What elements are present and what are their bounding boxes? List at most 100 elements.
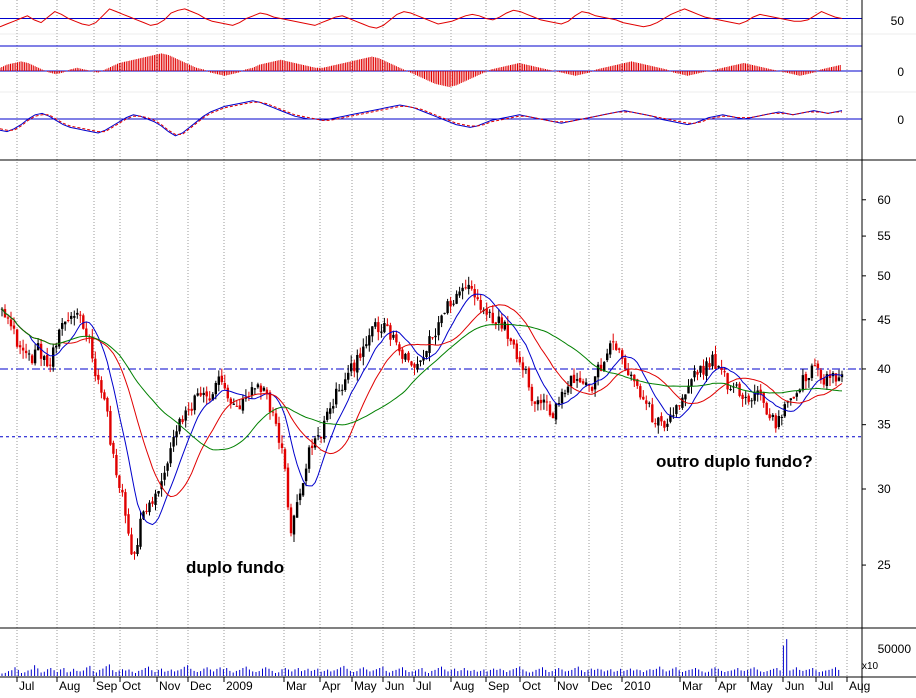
candle-body bbox=[109, 411, 112, 445]
candle-body bbox=[250, 387, 254, 396]
candle-body bbox=[777, 416, 780, 427]
candle-body bbox=[581, 381, 585, 384]
candle-body bbox=[332, 406, 335, 409]
candle-body bbox=[708, 363, 711, 368]
candle-body bbox=[609, 343, 612, 355]
candle-body bbox=[184, 410, 187, 421]
candle-body bbox=[578, 377, 582, 383]
candle-body bbox=[524, 369, 528, 371]
candle-body bbox=[633, 374, 636, 382]
candle-body bbox=[61, 323, 64, 329]
candle-body bbox=[286, 467, 290, 508]
candle-body bbox=[675, 405, 678, 415]
candle-body bbox=[145, 510, 148, 512]
candle-body bbox=[506, 323, 509, 339]
candle-body bbox=[163, 472, 166, 480]
candle-body bbox=[70, 315, 73, 319]
candle-body bbox=[347, 372, 350, 380]
candle-body bbox=[67, 320, 70, 321]
candle-body bbox=[744, 396, 747, 398]
candle-body bbox=[521, 362, 525, 371]
candle-body bbox=[64, 321, 67, 325]
month-tick-label: May bbox=[354, 679, 377, 693]
price-tick-label: 35 bbox=[877, 418, 891, 432]
candle-body bbox=[139, 518, 142, 547]
price-tick-label: 55 bbox=[877, 229, 891, 243]
candle-body bbox=[280, 443, 284, 448]
candle-body bbox=[542, 399, 546, 403]
month-tick-label: Apr bbox=[322, 679, 341, 693]
candle-body bbox=[52, 347, 55, 367]
candle-body bbox=[235, 405, 238, 407]
candle-body bbox=[39, 343, 43, 359]
candle-body bbox=[476, 297, 479, 300]
candle-body bbox=[136, 545, 139, 554]
candle-body bbox=[639, 386, 642, 398]
candle-body bbox=[157, 491, 160, 494]
candle-body bbox=[690, 379, 693, 387]
candle-body bbox=[726, 373, 729, 390]
candle-body bbox=[488, 311, 491, 313]
candle-body bbox=[669, 414, 672, 422]
candle-body bbox=[124, 492, 127, 516]
candle-body bbox=[238, 405, 241, 410]
candle-body bbox=[410, 361, 413, 366]
candle-body bbox=[822, 378, 826, 385]
candle-body bbox=[380, 331, 383, 333]
candle-body bbox=[353, 362, 356, 372]
candle-body bbox=[301, 483, 305, 496]
candle-body bbox=[211, 394, 214, 401]
candle-body bbox=[789, 398, 792, 401]
month-tick-label: Jul bbox=[19, 679, 34, 693]
candle-body bbox=[106, 398, 109, 412]
candle-body bbox=[350, 363, 353, 372]
candle-body bbox=[467, 284, 470, 289]
candle-body bbox=[229, 398, 232, 404]
candle-body bbox=[603, 362, 606, 372]
candle-body bbox=[461, 287, 464, 292]
candle-body bbox=[804, 374, 808, 382]
candle-body bbox=[103, 392, 106, 400]
candle-body bbox=[765, 402, 768, 415]
candle-body bbox=[374, 322, 377, 327]
annotation-double-bottom: duplo fundo bbox=[186, 558, 284, 577]
candle-body bbox=[166, 463, 169, 471]
candle-body bbox=[813, 365, 817, 367]
candle-body bbox=[458, 291, 461, 296]
candle-body bbox=[596, 364, 600, 378]
month-tick-label: Mar bbox=[682, 679, 703, 693]
candle-body bbox=[503, 321, 506, 330]
month-tick-label: Dec bbox=[190, 679, 211, 693]
rsi-panel bbox=[0, 8, 862, 47]
candle-body bbox=[241, 398, 245, 411]
candle-body bbox=[76, 312, 79, 315]
histogram-panel bbox=[0, 53, 862, 87]
candle-body bbox=[816, 363, 820, 369]
candle-body bbox=[6, 317, 10, 319]
candle-body bbox=[326, 411, 329, 420]
candle-body bbox=[265, 389, 269, 395]
candle-body bbox=[422, 357, 425, 361]
candle-body bbox=[220, 375, 223, 383]
rsi-line bbox=[0, 8, 843, 29]
candle-body bbox=[572, 374, 576, 383]
candle-body bbox=[100, 380, 103, 393]
candle-body bbox=[85, 328, 88, 337]
candle-body bbox=[413, 364, 416, 368]
candle-body bbox=[362, 346, 365, 357]
candle-body bbox=[232, 403, 235, 405]
candle-body bbox=[741, 394, 744, 399]
candle-body bbox=[464, 287, 467, 289]
candle-body bbox=[627, 370, 630, 376]
candle-body bbox=[407, 352, 410, 361]
candle-body bbox=[130, 534, 133, 555]
candle-body bbox=[271, 411, 275, 413]
candle-body bbox=[792, 396, 795, 399]
candle-body bbox=[431, 337, 434, 339]
price-tick-label: 25 bbox=[877, 558, 891, 572]
candle-body bbox=[660, 416, 663, 422]
candle-body bbox=[304, 468, 308, 482]
candle-body bbox=[681, 397, 684, 408]
candle-body bbox=[356, 355, 359, 373]
candle-body bbox=[621, 350, 624, 359]
